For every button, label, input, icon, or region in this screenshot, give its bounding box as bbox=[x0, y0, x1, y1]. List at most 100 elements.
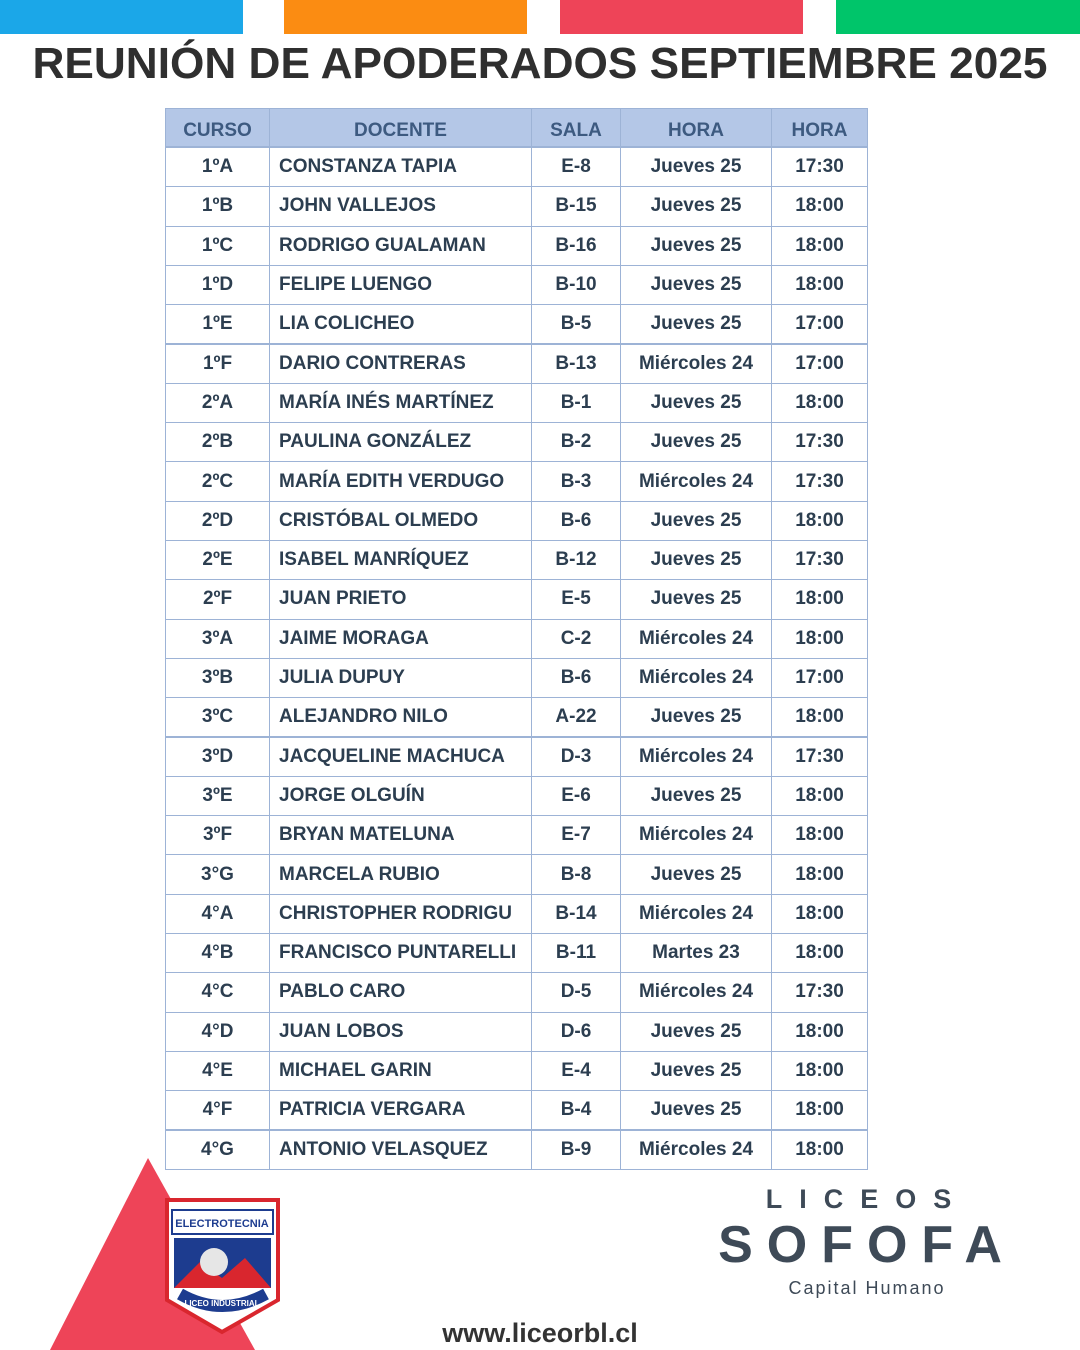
table-cell: 2ºF bbox=[165, 579, 270, 620]
table-cell: 4°B bbox=[165, 933, 270, 974]
dish bbox=[200, 1248, 228, 1276]
table-cell: 18:00 bbox=[771, 933, 868, 974]
table-cell: CRISTÓBAL OLMEDO bbox=[269, 500, 532, 541]
table-cell: Jueves 25 bbox=[620, 264, 772, 306]
table-cell: Miércoles 24 bbox=[620, 657, 772, 699]
table-cell: 18:00 bbox=[771, 579, 868, 620]
table-cell: 2ºE bbox=[165, 540, 270, 581]
table-cell: 18:00 bbox=[771, 893, 868, 934]
table-cell: 4°G bbox=[165, 1129, 270, 1170]
table-cell: 4°C bbox=[165, 972, 270, 1013]
table-cell: JOHN VALLEJOS bbox=[269, 186, 532, 227]
table-cell: Jueves 25 bbox=[620, 540, 772, 581]
table-cell: 18:00 bbox=[771, 854, 868, 895]
table-cell: JORGE OLGUÍN bbox=[269, 775, 532, 817]
table-cell: PATRICIA VERGARA bbox=[269, 1090, 532, 1131]
color-bar bbox=[560, 0, 803, 34]
table-cell: 18:00 bbox=[771, 264, 868, 306]
table-cell: Miércoles 24 bbox=[620, 343, 772, 384]
table-cell: 1ºD bbox=[165, 264, 270, 306]
table-cell: B-6 bbox=[531, 500, 621, 541]
table-cell: D-3 bbox=[531, 736, 621, 777]
table-cell: B-11 bbox=[531, 933, 621, 974]
table-cell: B-14 bbox=[531, 893, 621, 934]
color-bar bbox=[0, 0, 243, 34]
table-cell: Miércoles 24 bbox=[620, 1129, 772, 1170]
table-cell: 17:00 bbox=[771, 657, 868, 699]
table-cell: 18:00 bbox=[771, 1011, 868, 1052]
brand-name: SOFOFA bbox=[718, 1216, 1016, 1274]
table-cell: MARCELA RUBIO bbox=[269, 854, 532, 895]
table-cell: 18:00 bbox=[771, 697, 868, 738]
title: REUNIÓN DE APODERADOS SEPTIEMBRE 2025 bbox=[33, 38, 1048, 88]
table-cell: 18:00 bbox=[771, 1129, 868, 1170]
table-cell: BRYAN MATELUNA bbox=[269, 815, 532, 856]
shield-band bbox=[171, 1209, 274, 1235]
table-cell: 3°G bbox=[165, 854, 270, 895]
table-cell: Jueves 25 bbox=[620, 304, 772, 345]
table-cell: 17:30 bbox=[771, 540, 868, 581]
table-cell: E-7 bbox=[531, 815, 621, 856]
table-cell: PAULINA GONZÁLEZ bbox=[269, 422, 532, 463]
table-cell: 4°D bbox=[165, 1011, 270, 1052]
table-cell: Miércoles 24 bbox=[620, 736, 772, 777]
table-cell: Miércoles 24 bbox=[620, 461, 772, 502]
table-cell: 1ºE bbox=[165, 304, 270, 345]
table-cell: 2ºB bbox=[165, 422, 270, 463]
table-cell: B-3 bbox=[531, 461, 621, 502]
table-cell: PABLO CARO bbox=[269, 972, 532, 1013]
table-cell: MARÍA EDITH VERDUGO bbox=[269, 461, 532, 502]
table-cell: ANTONIO VELASQUEZ bbox=[269, 1129, 532, 1170]
table-cell: 3ºF bbox=[165, 815, 270, 856]
table-cell: B-12 bbox=[531, 540, 621, 581]
mountains bbox=[174, 1258, 271, 1288]
table-cell: FELIPE LUENGO bbox=[269, 264, 532, 306]
table-cell: B-1 bbox=[531, 382, 621, 424]
table-cell: B-4 bbox=[531, 1090, 621, 1131]
table-cell: B-16 bbox=[531, 225, 621, 266]
table-cell: Jueves 25 bbox=[620, 225, 772, 266]
table-cell: JULIA DUPUY bbox=[269, 657, 532, 699]
table-cell: LIA COLICHEO bbox=[269, 304, 532, 345]
website: www.liceorbl.cl bbox=[441, 1318, 638, 1348]
table-cell: 17:30 bbox=[771, 422, 868, 463]
table-cell: 3ºD bbox=[165, 736, 270, 777]
color-bar bbox=[284, 0, 527, 34]
table-cell: 1ºC bbox=[165, 225, 270, 266]
table-cell: JACQUELINE MACHUCA bbox=[269, 736, 532, 777]
table-cell: 18:00 bbox=[771, 1050, 868, 1092]
table-cell: 3ºA bbox=[165, 618, 270, 659]
table-cell: 17:00 bbox=[771, 304, 868, 345]
table-cell: 3ºC bbox=[165, 697, 270, 738]
table-cell: 2ºC bbox=[165, 461, 270, 502]
table-cell: Jueves 25 bbox=[620, 854, 772, 895]
table-cell: 18:00 bbox=[771, 1090, 868, 1131]
table-cell: 17:00 bbox=[771, 343, 868, 384]
table-cell: 18:00 bbox=[771, 225, 868, 266]
table-cell: CHRISTOPHER RODRIGU bbox=[269, 893, 532, 934]
table-cell: E-5 bbox=[531, 579, 621, 620]
table-cell: 1ºA bbox=[165, 147, 270, 188]
table-cell: MARÍA INÉS MARTÍNEZ bbox=[269, 382, 532, 424]
table-cell: Jueves 25 bbox=[620, 147, 772, 188]
table-cell: A-22 bbox=[531, 697, 621, 738]
table-cell: B-2 bbox=[531, 422, 621, 463]
table-cell: D-6 bbox=[531, 1011, 621, 1052]
table-cell: Miércoles 24 bbox=[620, 893, 772, 934]
table-cell: 18:00 bbox=[771, 775, 868, 817]
table-cell: Jueves 25 bbox=[620, 1090, 772, 1131]
table-cell: MICHAEL GARIN bbox=[269, 1050, 532, 1092]
table-cell: Jueves 25 bbox=[620, 422, 772, 463]
table-cell: Jueves 25 bbox=[620, 1011, 772, 1052]
table-cell: 18:00 bbox=[771, 382, 868, 424]
table-cell: 17:30 bbox=[771, 147, 868, 188]
table-cell: Martes 23 bbox=[620, 933, 772, 974]
table-cell: 17:30 bbox=[771, 461, 868, 502]
table-cell: RODRIGO GUALAMAN bbox=[269, 225, 532, 266]
column-header: HORA bbox=[620, 108, 772, 147]
school-logo: ELECTROTECNIA LICEO INDUSTRIAL bbox=[165, 1198, 280, 1335]
table-cell: Jueves 25 bbox=[620, 500, 772, 541]
table-cell: Jueves 25 bbox=[620, 697, 772, 738]
table-cell: 18:00 bbox=[771, 500, 868, 541]
